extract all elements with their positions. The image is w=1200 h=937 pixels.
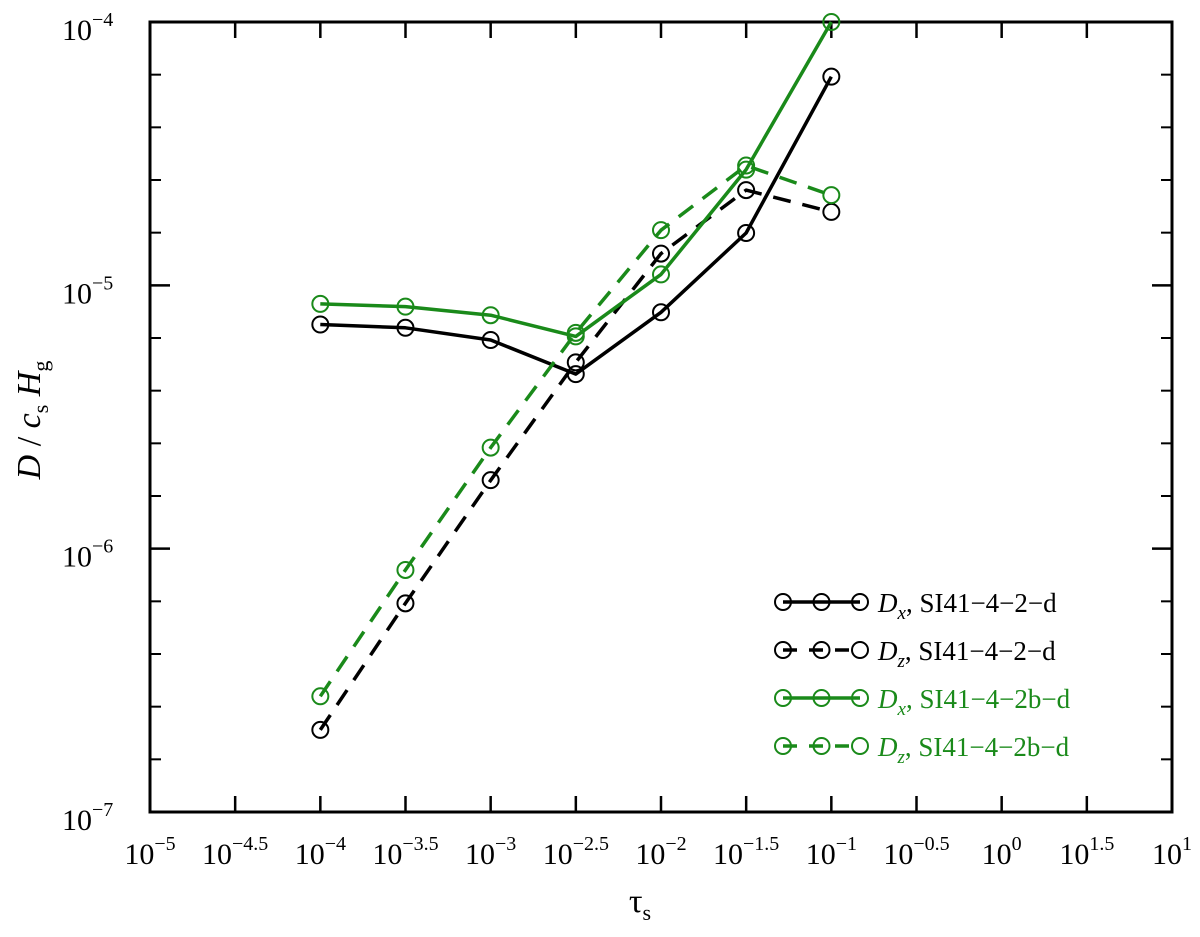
data-point: [822, 67, 841, 86]
data-point: [822, 186, 841, 205]
legend-marker: [812, 737, 831, 755]
data-point: [481, 471, 500, 490]
x-tick-label: 10−4.5: [202, 833, 268, 871]
series-4: [311, 156, 841, 706]
data-point: [737, 156, 756, 175]
legend-label: Dx, SI41−4−2b−d: [877, 684, 1071, 720]
x-tick-label: 10−5: [124, 833, 175, 871]
y-tick-label: 10−5: [62, 272, 113, 310]
y-tick-labels: 10−7 10−6 10−5 10−4: [62, 9, 113, 837]
x-tick-label: 101.5: [1059, 833, 1114, 871]
x-tick-label: 10−4: [295, 833, 346, 871]
legend-entry: Dz, SI41−4−2b−d: [774, 732, 1070, 768]
data-point: [737, 224, 756, 243]
x-tick-label: 10−2: [635, 833, 686, 871]
legend-entry: Dz, SI41−4−2−d: [774, 636, 1056, 672]
data-point: [396, 318, 415, 337]
series-line: [320, 21, 833, 339]
legend-entry: Dx, SI41−4−2−d: [774, 588, 1057, 624]
data-point: [311, 687, 330, 706]
data-point: [396, 594, 415, 613]
x-tick-label: 10−3: [465, 833, 516, 871]
legend-marker: [812, 689, 831, 707]
data-point: [481, 306, 500, 325]
legend-marker: [851, 689, 869, 707]
data-point: [822, 13, 841, 31]
axis-ticks: [148, 20, 1174, 814]
legend-marker: [774, 689, 792, 707]
data-point: [481, 331, 500, 350]
legend-marker: [812, 593, 831, 611]
data-point: [822, 202, 841, 221]
y-tick-label: 10−4: [62, 9, 113, 47]
data-point: [652, 265, 670, 284]
data-point: [652, 221, 670, 240]
data-point: [566, 353, 585, 372]
legend-marker: [774, 593, 792, 611]
x-axis-label: τs: [629, 883, 651, 925]
x-tick-label: 10−1: [806, 833, 857, 871]
y-axis-label: D / cs Hg: [11, 361, 53, 481]
x-tick-label: 10−1.5: [713, 833, 779, 871]
series-group: [311, 13, 841, 739]
legend-marker: [851, 737, 869, 755]
legend-label: Dz, SI41−4−2b−d: [877, 732, 1070, 768]
data-point: [652, 244, 670, 263]
data-point: [566, 323, 585, 342]
series-line: [318, 163, 832, 698]
x-tick-labels: 10−5 10−4.5 10−4 10−3.5 10−3 10−2.5 10−2 10−1.5…: [124, 833, 1192, 871]
data-point: [737, 181, 756, 200]
legend-marker: [851, 593, 869, 611]
y-tick-label: 10−7: [62, 799, 113, 837]
series-3: [311, 13, 841, 346]
legend-label: Dx, SI41−4−2−d: [877, 588, 1057, 624]
x-tick-label: 101: [1152, 833, 1192, 871]
data-point: [481, 438, 500, 457]
x-tick-label: 10−2.5: [543, 833, 609, 871]
series-line: [318, 188, 832, 731]
series-line: [320, 75, 833, 376]
x-tick-label: 100: [982, 833, 1022, 871]
y-tick-label: 10−6: [62, 536, 113, 574]
x-tick-label: 10−3.5: [372, 833, 438, 871]
series-1: [311, 67, 841, 384]
legend-marker: [851, 641, 869, 659]
legend-marker: [774, 641, 792, 659]
data-point: [396, 297, 415, 316]
data-point: [311, 315, 330, 334]
data-point: [311, 720, 330, 739]
series-2: [311, 181, 841, 739]
data-point: [311, 294, 330, 313]
legend: Dx, SI41−4−2−d Dz, SI41−4−2−d Dx, SI41−4−2…: [774, 588, 1071, 768]
data-point: [652, 303, 670, 322]
legend-marker: [774, 737, 792, 755]
data-point: [396, 560, 415, 579]
x-tick-label: 10−0.5: [883, 833, 949, 871]
legend-label: Dz, SI41−4−2−d: [877, 636, 1056, 672]
legend-marker: [812, 641, 831, 659]
legend-entry: Dx, SI41−4−2b−d: [774, 684, 1071, 720]
